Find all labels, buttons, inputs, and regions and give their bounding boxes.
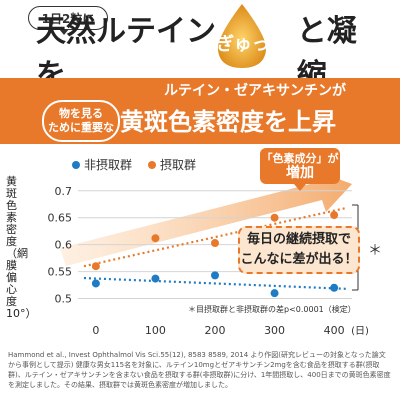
gold-drop-icon — [218, 4, 266, 68]
y-tick-label-2: 0.6 — [55, 239, 73, 252]
y-tick-label-0: 0.5 — [55, 293, 73, 306]
point-series-1-3 — [270, 213, 279, 222]
legend: 非摂取群 摂取群 — [72, 156, 196, 173]
callout-daily-intake: 毎日の継続摂取で こんなに差が出る！ — [238, 226, 360, 274]
point-series-0-0 — [91, 279, 100, 288]
point-series-0-2 — [211, 271, 219, 280]
x-tick-label-3: 300 — [264, 324, 285, 337]
trendline-series-0 — [83, 276, 347, 290]
callout-top-line1: 「色素成分」が — [261, 152, 339, 165]
y-tick-label-3: 0.65 — [48, 212, 73, 225]
citation: Hammond et al., Invest Ophthalmol Vis Sc… — [8, 351, 391, 389]
point-series-0-4 — [330, 283, 339, 292]
banner-pill: 物を見る ために重要な — [42, 100, 120, 142]
callout-box-line1: 毎日の継続摂取で — [246, 232, 351, 247]
x-tick-label-2: 200 — [205, 324, 226, 337]
banner-pill-text: 物を見る ために重要な — [48, 107, 114, 134]
point-series-1-1 — [151, 234, 160, 243]
y-tick-label-4: 0.7 — [55, 185, 73, 198]
x-tick-label-4: 400 — [324, 324, 345, 337]
point-series-0-3 — [270, 289, 279, 298]
callout-box-line2: こんなに差が出る！ — [240, 252, 358, 267]
point-series-1-0 — [91, 262, 100, 271]
legend-non-intake: 非摂取群 — [72, 156, 132, 173]
callout-pigment-increase: 「色素成分」が 増加 — [260, 148, 340, 191]
side-asterisk: ＊ — [368, 243, 382, 259]
point-series-1-2 — [211, 239, 219, 248]
x-tick-label-0: 0 — [92, 324, 99, 337]
x-unit-label: (日) — [351, 326, 369, 337]
legend-intake: 摂取群 — [148, 156, 196, 173]
banner-main: 黄斑色素密度を上昇 — [120, 108, 336, 136]
y-tick-label-1: 0.55 — [48, 266, 73, 279]
point-series-0-1 — [151, 274, 160, 283]
badge: 1日2粒に — [28, 6, 108, 35]
point-series-1-4 — [330, 211, 339, 220]
drop-text: ぎゅっ — [216, 34, 270, 55]
legend-orange-dot-icon — [148, 160, 157, 169]
significance-note: ＊目摂取群と非摂取群の差p<0.0001（検定） — [188, 305, 356, 314]
legend-blue-dot-icon — [72, 160, 80, 169]
x-tick-label-1: 100 — [145, 324, 166, 337]
callout-top-line2: 増加 — [286, 165, 314, 181]
legend-non-intake-label: 非摂取群 — [84, 158, 133, 172]
banner-subtitle: ルテイン・ゼアキサンチンが — [164, 83, 346, 99]
orange-banner — [0, 78, 400, 144]
legend-intake-label: 摂取群 — [160, 158, 197, 172]
